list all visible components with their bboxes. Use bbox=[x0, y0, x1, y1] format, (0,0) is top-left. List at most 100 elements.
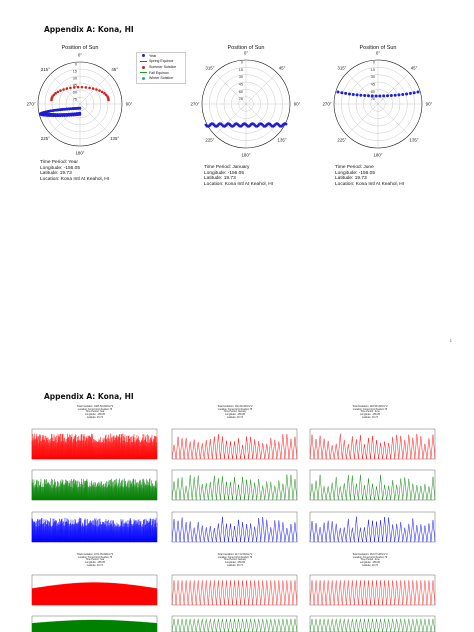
polar-spoke bbox=[214, 72, 247, 105]
summer-solstice-point bbox=[54, 92, 57, 95]
year-point bbox=[65, 107, 69, 110]
polar-radial-label: 30 bbox=[239, 75, 243, 79]
plot-r1-c2-frame bbox=[171, 428, 298, 460]
series-line bbox=[309, 516, 436, 543]
summer-solstice-point bbox=[72, 86, 76, 89]
june-sun-path bbox=[336, 90, 420, 98]
page-2-heading: Appendix A: Kona, HI bbox=[44, 392, 134, 401]
polar-plot-3: 0° 45° 90° 135° 180° 225° 270° 315° 0 15 30 45 60 75 bbox=[322, 51, 432, 158]
col-3-header: Total Insolation: 193.53 kWh/m^2 Locatio… bbox=[352, 405, 388, 419]
year-point bbox=[67, 107, 71, 110]
polar-spoke bbox=[377, 103, 410, 136]
plot-r1-c1 bbox=[31, 428, 158, 460]
summer-solstice-point bbox=[76, 85, 80, 89]
polar-angle-label: 135° bbox=[110, 136, 119, 141]
polar-angle-label: 180° bbox=[75, 151, 84, 156]
june-point bbox=[336, 90, 340, 94]
series-line bbox=[171, 516, 298, 543]
june-point bbox=[408, 91, 412, 95]
col-3-lower-header: Total Insolation: 163.27 kWh/m^2 Locatio… bbox=[352, 553, 388, 567]
plot-r3-c1 bbox=[31, 511, 158, 543]
summer-solstice-point bbox=[98, 89, 101, 92]
polar-angle-label: 90° bbox=[126, 102, 133, 107]
summer-solstice-point bbox=[69, 86, 72, 90]
modeled-r1-c2 bbox=[171, 574, 298, 606]
plot-r1-c3 bbox=[309, 428, 436, 460]
year-point bbox=[63, 112, 67, 116]
june-point bbox=[416, 90, 420, 94]
year-point bbox=[60, 113, 63, 116]
year-point bbox=[73, 112, 76, 115]
legend: Year Spring Equinox Summer Solstice Fall… bbox=[136, 52, 186, 84]
series-line bbox=[309, 433, 436, 460]
year-point bbox=[58, 113, 61, 116]
polar-angle-label: 45° bbox=[111, 67, 118, 72]
col-1-header: Total Insolation: 1965.59 kWh/m^2 Locati… bbox=[76, 405, 114, 419]
year-point bbox=[73, 107, 76, 110]
modeled-r1-c3 bbox=[309, 574, 436, 606]
year-point bbox=[77, 106, 80, 109]
modeled-r1-c1 bbox=[31, 574, 158, 606]
page-number: 1 bbox=[449, 338, 452, 343]
summer-solstice-point bbox=[56, 90, 60, 94]
january-sun-path bbox=[204, 122, 288, 128]
page-1: Appendix A: Kona, HI Position of Sun Pos… bbox=[26, 25, 452, 343]
summer-solstice-point bbox=[107, 98, 110, 102]
polar-spoke bbox=[214, 103, 247, 136]
polar-radial-label: 0 bbox=[75, 63, 77, 67]
june-point bbox=[374, 94, 378, 98]
polar-angle-label: 90° bbox=[426, 102, 433, 107]
series-line bbox=[309, 474, 436, 501]
polar-radial-label: 45 bbox=[371, 83, 375, 87]
january-point bbox=[284, 122, 288, 126]
modeled-line bbox=[309, 618, 436, 632]
polar-2-title: Position of Sun bbox=[227, 45, 265, 51]
modeled-line bbox=[309, 580, 436, 606]
june-point bbox=[389, 94, 393, 98]
polar-angle-label: 135° bbox=[278, 138, 287, 143]
col-2-lower-header: Total Insolation: 117.11 kWh/m^2 Locatio… bbox=[217, 553, 253, 567]
polar-radial-label: 0 bbox=[373, 61, 375, 65]
polar-spoke bbox=[79, 74, 110, 105]
summer-solstice-point bbox=[95, 88, 98, 91]
june-point bbox=[366, 94, 370, 98]
polar-angle-label: 180° bbox=[241, 153, 250, 158]
june-point bbox=[340, 91, 344, 95]
june-point bbox=[382, 94, 386, 98]
plot-r3-c2 bbox=[171, 511, 298, 543]
polar-plot-1: 0° 45° 90° 135° 180° 225° 270° 315° 0 15 30 45 60 75 bbox=[26, 53, 132, 156]
polar-angle-label: 270° bbox=[26, 102, 35, 107]
legend-item-year: Year bbox=[137, 53, 185, 59]
polar-angle-label: 270° bbox=[322, 102, 331, 107]
june-point bbox=[370, 94, 374, 98]
june-point bbox=[359, 93, 363, 97]
polar-spoke bbox=[50, 74, 81, 105]
year-point bbox=[78, 106, 82, 109]
year-point bbox=[61, 107, 65, 111]
year-point bbox=[63, 107, 67, 110]
modeled-line bbox=[171, 618, 298, 632]
june-point bbox=[397, 93, 401, 97]
polar-radial-label: 30 bbox=[73, 77, 77, 81]
polar-angle-label: 315° bbox=[41, 67, 50, 72]
polar-angle-label: 225° bbox=[337, 138, 346, 143]
polar-3-caption: Time Period: June Longitude: -156.05 Lat… bbox=[335, 165, 405, 187]
summer-solstice-point bbox=[80, 85, 84, 89]
polar-radial-label: 15 bbox=[239, 68, 243, 72]
june-point bbox=[344, 91, 348, 95]
year-point bbox=[71, 112, 74, 115]
year-point bbox=[67, 112, 71, 115]
legend-item-winter-solstice: Winter Solstice bbox=[137, 75, 185, 81]
polar-radial-label: 75 bbox=[239, 97, 243, 101]
page-1-heading: Appendix A: Kona, HI bbox=[44, 25, 134, 34]
june-point bbox=[363, 94, 367, 98]
series-line bbox=[171, 434, 298, 460]
polar-angle-label: 225° bbox=[205, 138, 214, 143]
modeled-r1-c3-frame bbox=[309, 574, 436, 606]
polar-radial-label: 75 bbox=[73, 98, 77, 102]
summer-solstice-point bbox=[88, 86, 91, 90]
june-point bbox=[401, 92, 405, 96]
year-point bbox=[71, 107, 74, 110]
polar-angle-label: 315° bbox=[205, 65, 214, 70]
polar-spoke bbox=[377, 72, 410, 105]
